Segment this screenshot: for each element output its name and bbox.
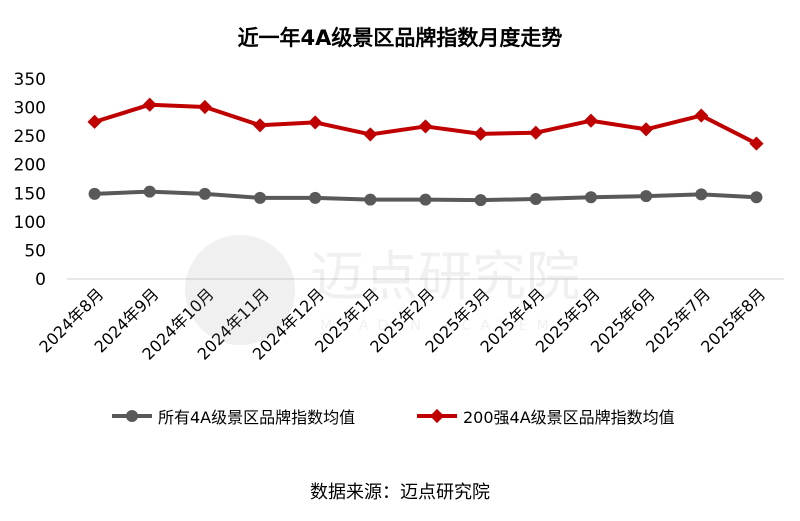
data-point-1-7 <box>473 126 488 141</box>
data-point-1-5 <box>363 127 378 142</box>
data-point-0-0 <box>88 187 101 200</box>
data-point-1-12 <box>749 136 764 151</box>
data-point-1-0 <box>87 114 102 129</box>
data-point-1-10 <box>639 122 654 137</box>
data-point-1-9 <box>583 113 599 128</box>
y-tick-label: 200 <box>14 156 46 176</box>
data-point-0-12 <box>750 191 763 204</box>
line-chart: 0 50 100 150 200 250 300 350 2024年8月2024年9月2024… <box>14 70 784 364</box>
y-tick-label: 50 <box>24 241 46 261</box>
data-point-0-6 <box>419 193 432 206</box>
chart-title: 近一年4A级景区品牌指数月度走势 <box>237 26 563 50</box>
y-axis-ticks: 0 50 100 150 200 250 300 350 <box>14 70 46 290</box>
data-point-0-5 <box>364 193 377 206</box>
data-point-1-1 <box>142 97 157 112</box>
data-point-0-3 <box>254 191 267 204</box>
y-tick-label: 100 <box>14 213 46 233</box>
data-point-0-1 <box>143 185 156 198</box>
legend-item-all: 所有4A级景区品牌指数均值 <box>112 404 355 428</box>
data-point-0-10 <box>640 190 653 203</box>
data-point-0-11 <box>695 188 708 201</box>
data-point-0-9 <box>584 191 597 204</box>
data-point-0-4 <box>309 191 322 204</box>
legend-marker-all <box>126 410 138 422</box>
y-tick-label: 300 <box>14 99 46 119</box>
data-point-1-8 <box>528 125 543 140</box>
data-point-0-7 <box>474 194 487 207</box>
y-tick-label: 150 <box>14 184 46 204</box>
y-tick-label: 250 <box>14 127 46 147</box>
data-point-1-3 <box>252 118 268 133</box>
data-point-1-4 <box>308 115 323 130</box>
legend: 所有4A级景区品牌指数均值 200强4A级景区品牌指数均值 <box>0 404 800 428</box>
legend-label-top200: 200强4A级景区品牌指数均值 <box>463 408 675 427</box>
legend-line-top200 <box>417 408 457 424</box>
data-point-1-11 <box>694 108 709 123</box>
data-point-0-2 <box>198 187 211 200</box>
legend-item-top200: 200强4A级景区品牌指数均值 <box>417 404 675 428</box>
legend-label-all: 所有4A级景区品牌指数均值 <box>158 408 356 427</box>
legend-line-all <box>112 410 152 422</box>
y-tick-label: 350 <box>14 70 46 90</box>
y-tick-label: 0 <box>35 270 46 290</box>
data-point-1-6 <box>418 119 433 134</box>
legend-marker-top200 <box>429 408 445 424</box>
series-layer <box>87 97 764 207</box>
data-point-1-2 <box>197 99 212 115</box>
x-axis-ticks: 2024年8月2024年9月2024年10月2024年11月2024年12月20… <box>35 284 769 363</box>
source-note: 数据来源：迈点研究院 <box>310 482 490 503</box>
data-point-0-8 <box>529 193 542 205</box>
